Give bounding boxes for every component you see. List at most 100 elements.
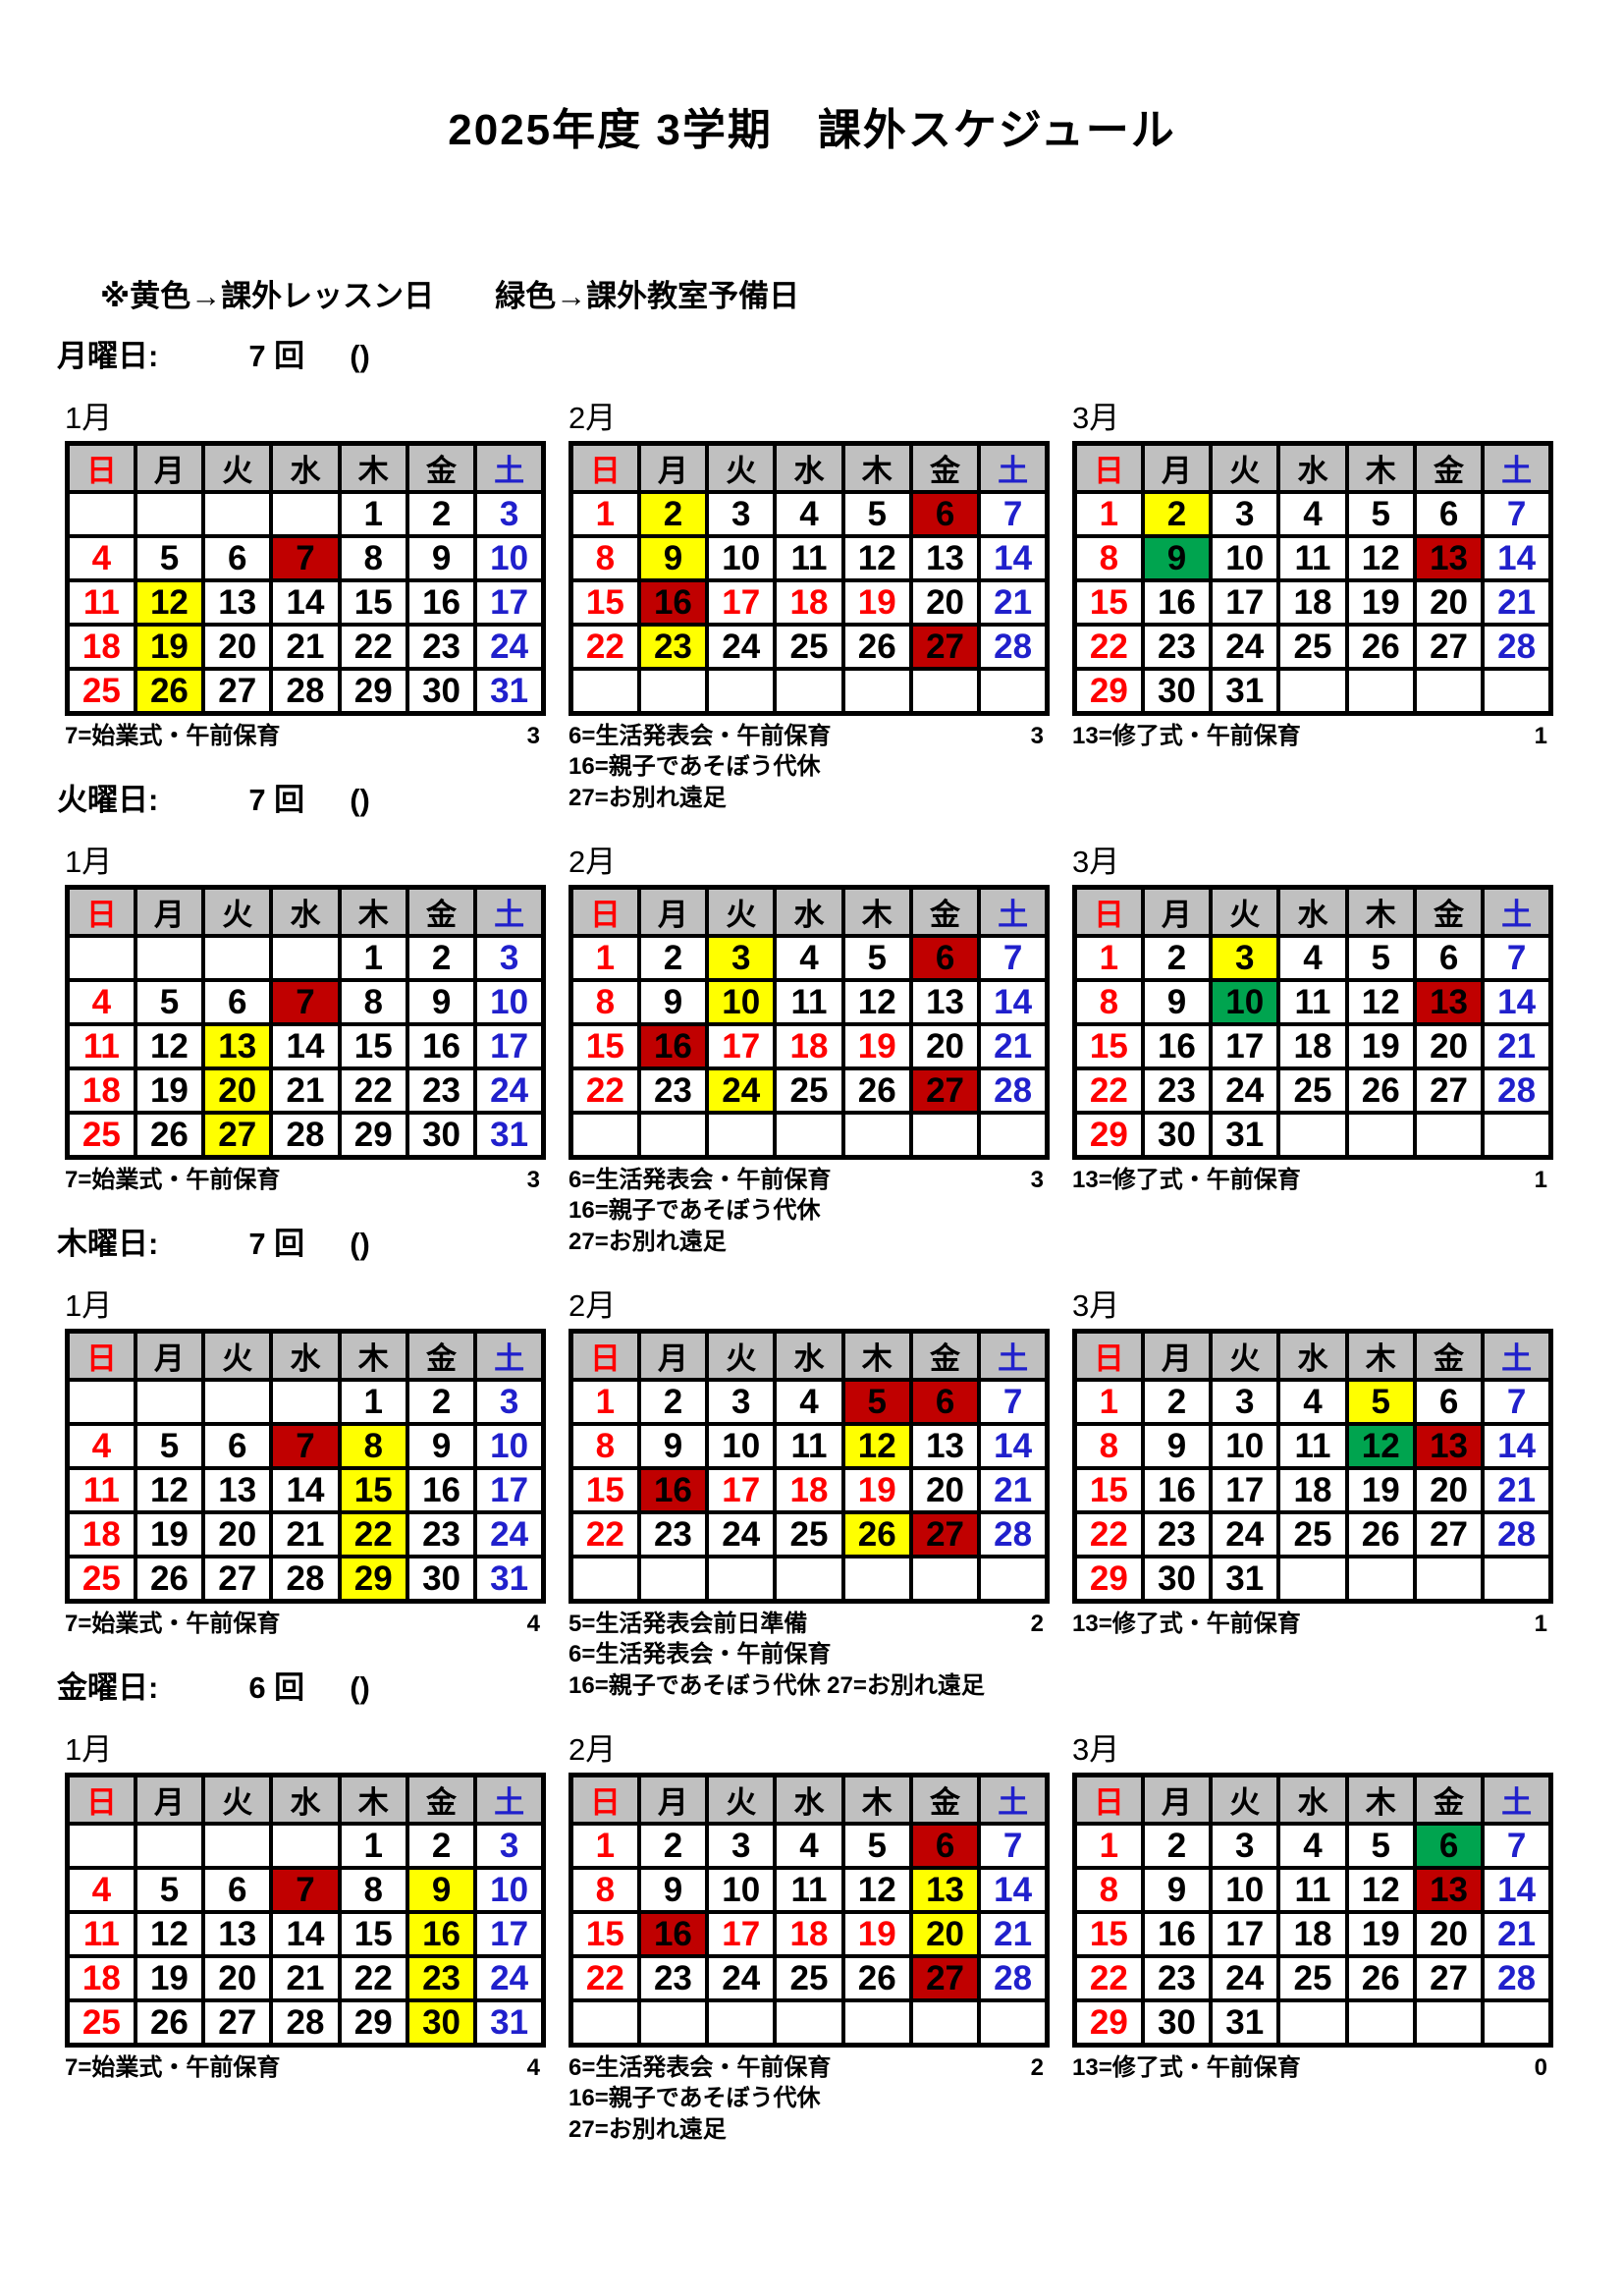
day-cell: 18 [1276,1910,1349,1959]
weekday-header-cell: 月 [1140,1773,1214,1827]
empty-day-cell [201,1822,274,1871]
calendar-week-row: 4 5 6 7 8 9 10 [65,534,546,583]
note-line: 6=生活発表会・午前保育 2 [568,2052,1050,2083]
section-thursday: 木曜日: 7 回() 1月日月火水木金土 1 2 3 4 5 6 7 8 9 10 11 12 13 14 15 1… [57,1225,1624,1699]
day-cell: 10 [705,534,778,583]
empty-day-cell [133,490,206,539]
day-cell: 15 [568,1466,641,1515]
empty-day-cell [636,1998,710,2048]
weekday-header-cell: 金 [405,1773,478,1827]
day-cell: 31 [1209,1111,1281,1160]
day-cell: 2 [405,1822,478,1871]
calendar-weekday-row: 日月火水木金土 [1072,885,1553,939]
weekday-header-cell: 金 [1412,1329,1486,1383]
note-line: 27=お別れ遠足 [568,1227,1050,1257]
day-cell: 12 [840,978,913,1027]
section-header-friday: 金曜日: 6 回 () [57,1668,1624,1708]
note-line: 27=お別れ遠足 [568,2114,1050,2145]
day-cell: 5 [133,1422,206,1471]
weekday-header-cell: 日 [1072,1773,1145,1827]
day-cell: 18 [773,1466,845,1515]
day-cell: 24 [705,1954,778,2003]
empty-day-cell [568,1111,641,1160]
empty-day-cell [840,1998,913,2048]
day-cell: 27 [908,1510,982,1559]
calendar-week-row: 22 23 24 25 26 27 28 [1072,1510,1553,1559]
weekday-header-cell: 木 [840,1329,913,1383]
day-cell: 17 [1209,578,1281,628]
empty-day-cell [65,934,137,983]
day-cell: 16 [405,1022,478,1071]
day-cell: 25 [1276,623,1349,672]
empty-day-cell [133,1378,206,1427]
weekday-header-cell: 木 [840,441,913,495]
weekday-header-cell: 火 [705,1773,778,1827]
empty-day-cell [201,934,274,983]
day-cell: 20 [1412,578,1486,628]
weekday-header-cell: 水 [269,885,342,939]
day-cell: 2 [636,490,710,539]
day-cell: 7 [977,1378,1050,1427]
note-text: 7=始業式・午前保育 [65,2054,281,2082]
note-text: 13=修了式・午前保育 [1072,2054,1301,2082]
day-cell: 7 [977,1822,1050,1871]
weekday-header-cell: 水 [269,1329,342,1383]
calendar-table: 日月火水木金土 1 2 3 4 5 6 7 8 9 10 11 12 13 14 15 16 17 18 19 20 21… [65,1773,546,2049]
day-cell: 31 [473,1998,546,2048]
calendar-week-row: 8 9 10 11 12 13 14 [568,534,1050,583]
month-block-2月: 2月日月火水木金土 1 2 3 4 5 6 7 8 9 10 11 12 13 14 15 16 17 18 19 20… [568,1729,1050,2145]
calendar-weekday-row: 日月火水木金土 [65,441,546,495]
weekday-header-cell: 土 [473,885,546,939]
weekday-header-cell: 土 [977,1329,1050,1383]
calendar-week-row [568,1111,1050,1160]
weekday-header-cell: 水 [1276,885,1349,939]
day-cell: 21 [1481,1466,1553,1515]
day-cell: 11 [1276,1866,1349,1915]
day-cell: 10 [473,1866,546,1915]
day-cell: 5 [133,534,206,583]
day-cell: 6 [908,1822,982,1871]
day-cell: 18 [773,1022,845,1071]
month-notes: 13=修了式・午前保育 1 [1072,1165,1553,1195]
weekday-header-cell: 月 [1140,441,1214,495]
day-cell: 24 [1209,1066,1281,1116]
calendar-week-row: 18 19 20 21 22 23 24 [65,623,546,672]
weekday-header-cell: 土 [473,1329,546,1383]
weekday-header-cell: 土 [473,1773,546,1827]
day-cell: 4 [1276,1822,1349,1871]
calendar-week-row: 15 16 17 18 19 20 21 [1072,578,1553,628]
empty-day-cell [773,1111,845,1160]
day-cell: 2 [636,934,710,983]
empty-day-cell [201,1378,274,1427]
day-cell: 25 [65,667,137,716]
note-line: 7=始業式・午前保育 4 [65,1609,546,1639]
note-text: 27=お別れ遠足 [568,2115,727,2143]
day-cell: 16 [1140,578,1214,628]
day-cell: 23 [636,1066,710,1116]
day-cell: 19 [840,1910,913,1959]
note-text: 5=生活発表会前日準備 [568,1611,808,1638]
day-cell: 13 [201,578,274,628]
day-cell: 13 [201,1910,274,1959]
month-label: 1月 [65,401,113,436]
day-cell: 5 [1344,490,1417,539]
day-cell: 17 [1209,1466,1281,1515]
empty-day-cell [568,1555,641,1604]
note-text: 16=親子であそぼう代休 [568,2085,821,2112]
day-cell: 13 [1412,1866,1486,1915]
note-line: 7=始業式・午前保育 4 [65,2052,546,2083]
day-cell: 28 [269,1111,342,1160]
day-cell: 1 [337,1822,409,1871]
day-cell: 19 [1344,1466,1417,1515]
day-cell: 3 [473,490,546,539]
weekday-header-cell: 火 [1209,1773,1281,1827]
day-cell: 13 [908,1866,982,1915]
day-cell: 29 [337,667,409,716]
calendar-body: 1 2 3 4 5 6 7 8 9 10 11 12 13 14 15 16 17 18 19 20 21 22 23 24 2… [65,934,546,1160]
weekday-header-cell: 火 [705,885,778,939]
weekday-header-cell: 水 [1276,1773,1349,1827]
day-cell: 3 [473,1822,546,1871]
day-cell: 8 [337,978,409,1027]
day-cell: 21 [977,1910,1050,1959]
